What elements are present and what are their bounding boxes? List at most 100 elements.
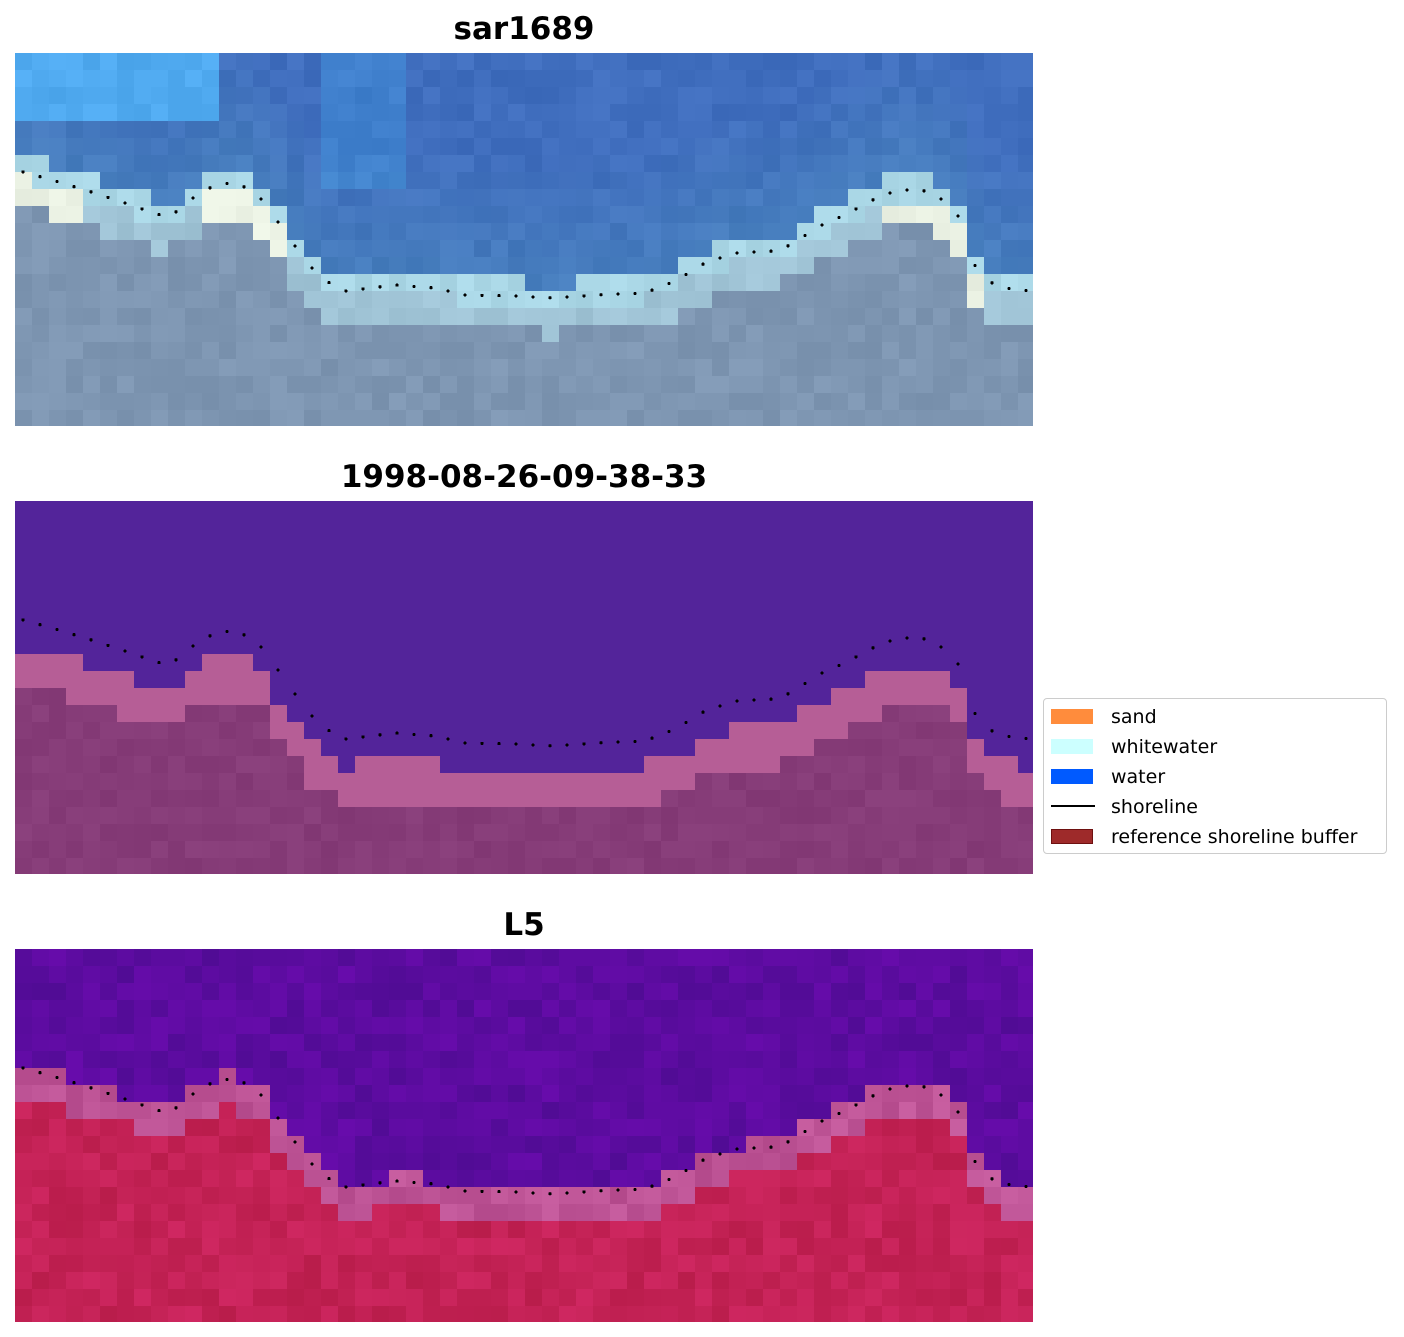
index-pixel xyxy=(542,1119,560,1137)
rgb-pixel xyxy=(100,342,118,360)
shoreline-dot xyxy=(310,266,314,270)
index-pixel xyxy=(661,1306,679,1322)
index-pixel xyxy=(644,1153,662,1171)
shoreline-dot xyxy=(72,633,76,637)
classified-pixel xyxy=(491,569,509,587)
rgb-pixel xyxy=(848,308,866,326)
classified-pixel xyxy=(474,586,492,604)
rgb-pixel xyxy=(15,291,33,309)
classified-pixel xyxy=(151,603,169,621)
index-pixel xyxy=(678,1085,696,1103)
classified-pixel xyxy=(525,807,543,825)
rgb-pixel xyxy=(168,138,186,156)
classified-pixel xyxy=(899,705,917,723)
index-pixel xyxy=(933,1272,951,1290)
index-pixel xyxy=(389,1102,407,1120)
classified-pixel xyxy=(678,688,696,706)
rgb-pixel xyxy=(134,257,152,275)
index-pixel xyxy=(508,1238,526,1256)
rgb-pixel xyxy=(304,87,322,105)
rgb-pixel xyxy=(15,325,33,343)
classified-pixel xyxy=(984,586,1002,604)
classified-pixel xyxy=(831,773,849,791)
rgb-pixel xyxy=(168,172,186,190)
rgb-pixel xyxy=(49,308,67,326)
rgb-pixel xyxy=(950,87,968,105)
rgb-pixel xyxy=(882,274,900,292)
index-pixel xyxy=(848,1153,866,1171)
rgb-pixel xyxy=(933,121,951,139)
classified-pixel xyxy=(848,688,866,706)
classified-pixel xyxy=(219,739,237,757)
rgb-pixel xyxy=(814,325,832,343)
shoreline-dot xyxy=(412,732,416,737)
rgb-pixel xyxy=(763,291,781,309)
classified-pixel xyxy=(746,654,764,672)
shoreline-dot xyxy=(480,741,484,745)
index-pixel xyxy=(134,1085,152,1103)
index-pixel xyxy=(933,1119,951,1137)
classified-pixel xyxy=(899,586,917,604)
rgb-pixel xyxy=(423,155,441,173)
shoreline-dot xyxy=(327,729,331,733)
index-pixel xyxy=(66,1068,84,1086)
classified-pixel xyxy=(729,688,747,706)
rgb-pixel xyxy=(236,87,254,105)
classified-pixel xyxy=(984,501,1002,519)
rgb-pixel xyxy=(168,410,186,426)
classified-pixel xyxy=(219,637,237,655)
classified-pixel xyxy=(117,739,135,757)
index-pixel xyxy=(542,1085,560,1103)
classified-pixel xyxy=(406,637,424,655)
rgb-pixel xyxy=(627,291,645,309)
rgb-pixel xyxy=(831,291,849,309)
index-pixel xyxy=(304,1051,322,1069)
index-pixel xyxy=(712,1017,730,1035)
rgb-pixel xyxy=(950,257,968,275)
index-pixel xyxy=(746,1272,764,1290)
rgb-pixel xyxy=(491,155,509,173)
index-pixel xyxy=(780,1000,798,1018)
rgb-pixel xyxy=(185,87,203,105)
classified-pixel xyxy=(899,518,917,536)
classified-pixel xyxy=(32,739,50,757)
shoreline-dot xyxy=(769,1145,773,1149)
classified-pixel xyxy=(338,603,356,621)
index-pixel xyxy=(865,983,883,1001)
rgb-pixel xyxy=(1001,274,1019,292)
rgb-pixel xyxy=(508,206,526,224)
rgb-pixel xyxy=(66,121,84,139)
index-pixel xyxy=(865,1102,883,1120)
classified-pixel xyxy=(202,569,220,587)
classified-pixel xyxy=(950,586,968,604)
index-pixel xyxy=(389,1000,407,1018)
classified-pixel xyxy=(559,722,577,740)
classified-pixel xyxy=(83,552,101,570)
index-pixel xyxy=(83,1102,101,1120)
classified-pixel xyxy=(1001,501,1019,519)
index-pixel xyxy=(729,1102,747,1120)
index-pixel xyxy=(168,1238,186,1256)
rgb-pixel xyxy=(202,308,220,326)
classified-pixel xyxy=(848,807,866,825)
rgb-pixel xyxy=(933,410,951,426)
classified-pixel xyxy=(729,841,747,859)
classified-pixel xyxy=(168,756,186,774)
index-pixel xyxy=(865,1170,883,1188)
index-pixel xyxy=(321,1153,339,1171)
classified-pixel xyxy=(542,705,560,723)
index-pixel xyxy=(916,1170,934,1188)
classified-pixel xyxy=(644,620,662,638)
rgb-pixel xyxy=(32,240,50,258)
index-pixel xyxy=(576,1085,594,1103)
classified-pixel xyxy=(1018,705,1033,723)
index-pixel xyxy=(984,1136,1002,1154)
classified-pixel xyxy=(712,586,730,604)
classified-pixel xyxy=(882,603,900,621)
rgb-pixel xyxy=(100,240,118,258)
classified-pixel xyxy=(576,569,594,587)
index-pixel xyxy=(321,1000,339,1018)
classified-pixel xyxy=(780,722,798,740)
rgb-pixel xyxy=(933,104,951,122)
classified-pixel xyxy=(967,671,985,689)
